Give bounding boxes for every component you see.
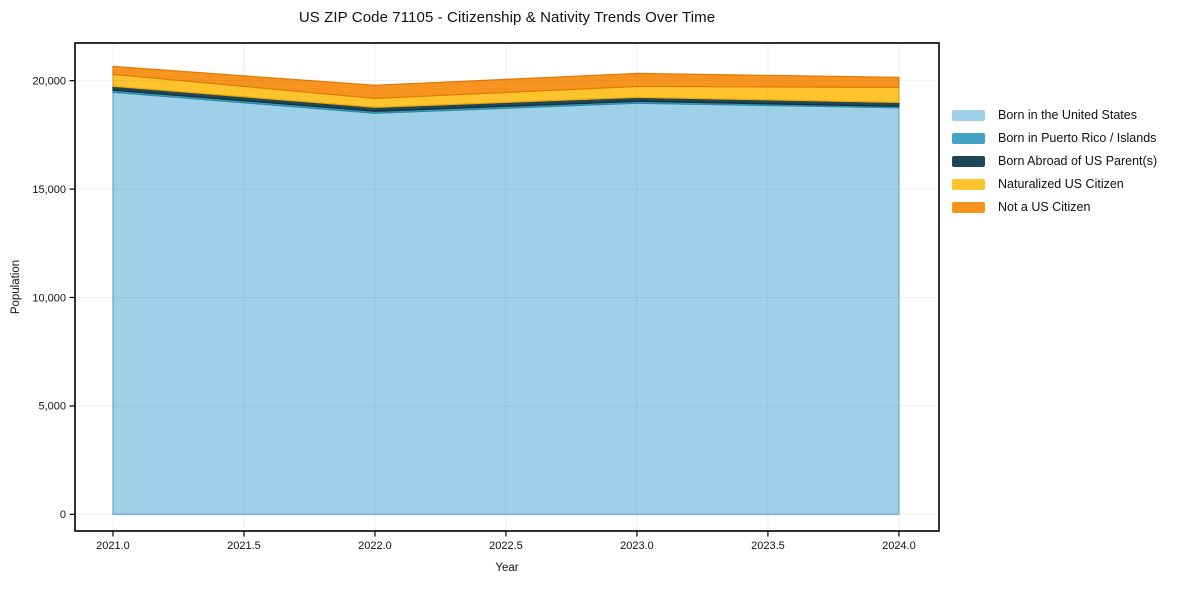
legend-item: Naturalized US Citizen xyxy=(952,177,1157,191)
legend-item: Born Abroad of US Parent(s) xyxy=(952,154,1157,168)
legend-item: Not a US Citizen xyxy=(952,200,1157,214)
x-axis-label: Year xyxy=(495,562,519,574)
legend-label: Born Abroad of US Parent(s) xyxy=(998,154,1158,168)
legend-swatch-icon xyxy=(952,178,985,190)
y-tick-label: 15,000 xyxy=(32,184,66,196)
y-axis-label: Population xyxy=(10,259,22,315)
legend-label: Not a US Citizen xyxy=(998,200,1091,214)
legend-swatch-icon xyxy=(952,109,985,121)
y-tick-label: 10,000 xyxy=(32,292,66,304)
plot-border xyxy=(74,42,940,532)
legend-item: Born in Puerto Rico / Islands xyxy=(952,131,1157,145)
legend-label: Naturalized US Citizen xyxy=(998,177,1124,191)
legend-swatch-icon xyxy=(952,201,985,213)
legend: Born in the United States Born in Puerto … xyxy=(952,108,1157,214)
area-band-4 xyxy=(112,65,900,100)
chart-title: US ZIP Code 71105 - Citizenship & Nativi… xyxy=(298,9,716,26)
x-tick-label: 2021.5 xyxy=(227,540,261,552)
x-tick-label: 2022.5 xyxy=(489,540,523,552)
x-tick-label: 2023.0 xyxy=(620,540,654,552)
legend-swatch-icon xyxy=(952,155,985,167)
x-tick-label: 2023.5 xyxy=(751,540,785,552)
legend-item: Born in the United States xyxy=(952,108,1157,122)
y-tick-label: 5,000 xyxy=(38,401,66,413)
x-tick-label: 2022.0 xyxy=(358,540,392,552)
legend-label: Born in the United States xyxy=(998,108,1137,122)
legend-swatch-icon xyxy=(952,132,985,144)
x-tick-label: 2024.0 xyxy=(882,540,916,552)
legend-label: Born in Puerto Rico / Islands xyxy=(998,131,1157,145)
x-tick-label: 2021.0 xyxy=(96,540,130,552)
y-tick-label: 20,000 xyxy=(32,75,66,87)
y-tick-label: 0 xyxy=(60,509,66,521)
